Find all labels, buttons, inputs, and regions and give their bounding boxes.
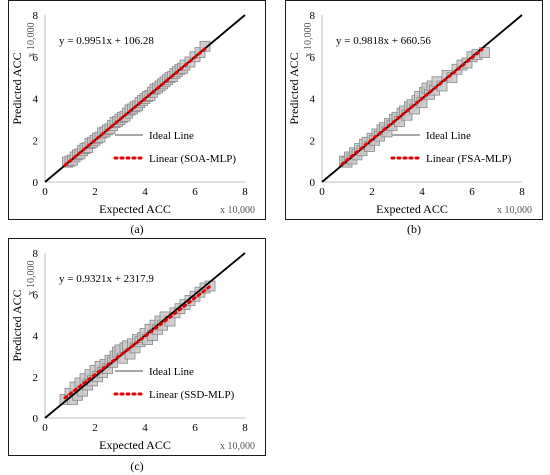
panel-c: 0 2 4 6 8 0 2 4 6 8 Expected ACC x 10,000 Predicted … — [8, 238, 266, 475]
x-tick-label: 8 — [519, 186, 525, 198]
x-tick-label: 4 — [142, 186, 148, 198]
data-point — [199, 40, 211, 52]
x-tick-label: 8 — [242, 422, 248, 434]
legend-ideal-label: Ideal Line — [149, 366, 194, 378]
y-tick-label: 4 — [310, 94, 316, 106]
y-tick-label: 4 — [33, 331, 39, 343]
y-tick-label: 0 — [33, 177, 39, 189]
x-tick-label: 4 — [419, 186, 425, 198]
x-tick-label: 8 — [242, 186, 248, 198]
x-tick-label: 6 — [469, 186, 475, 198]
y-multiplier-label: x 10,000 — [303, 23, 314, 58]
y-tick-label: 8 — [310, 10, 316, 22]
x-tick-label: 6 — [192, 186, 198, 198]
y-tick-label: 4 — [33, 94, 39, 106]
caption-a: (a) — [130, 222, 144, 236]
y-tick-label: 0 — [33, 413, 39, 425]
caption-c: (c) — [130, 459, 144, 473]
y-axis-label: Predicted ACC — [10, 289, 24, 361]
x-tick-label: 6 — [192, 422, 198, 434]
x-tick-label: 0 — [319, 186, 325, 198]
equation-label: y = 0.9951x + 106.28 — [59, 35, 154, 47]
x-axis-label: Expected ACC — [99, 438, 171, 452]
x-axis-label: Expected ACC — [376, 202, 448, 216]
x-multiplier-label: x 10,000 — [497, 205, 532, 216]
y-tick-label: 6 — [310, 52, 316, 64]
legend-ideal-label: Ideal Line — [426, 130, 471, 142]
legend-fit-label: Linear (SSD-MLP) — [149, 389, 235, 401]
y-tick-label: 0 — [310, 177, 316, 189]
fit-line — [63, 47, 207, 167]
fit-line — [63, 284, 212, 400]
x-multiplier-label: x 10,000 — [220, 205, 255, 216]
y-tick-label: 6 — [33, 289, 39, 301]
equation-label: y = 0.9321x + 2317.9 — [59, 273, 154, 285]
x-tick-label: 2 — [369, 186, 375, 198]
caption-b: (b) — [407, 222, 421, 236]
y-tick-label: 8 — [33, 248, 39, 260]
y-tick-label: 2 — [33, 135, 39, 147]
y-multiplier-label: x 10,000 — [26, 261, 37, 296]
x-tick-label: 2 — [92, 186, 98, 198]
y-tick-label: 6 — [33, 52, 39, 64]
legend-fit-label: Linear (SOA-MLP) — [149, 153, 236, 165]
y-tick-label: 2 — [33, 372, 39, 384]
panel-a: 0 2 4 6 8 0 2 4 6 8 Expected ACC x 10,000 Predicted … — [8, 0, 266, 236]
y-multiplier-label: x 10,000 — [26, 23, 37, 58]
x-multiplier-label: x 10,000 — [220, 441, 255, 452]
legend-ideal-label: Ideal Line — [149, 130, 194, 142]
x-tick-label: 2 — [92, 422, 98, 434]
x-axis-label: Expected ACC — [99, 202, 171, 216]
panel-b: 0 2 4 6 8 0 2 4 6 8 Expected ACC x 10,000 Predicted … — [285, 0, 543, 236]
x-tick-label: 0 — [42, 422, 48, 434]
y-tick-label: 2 — [310, 135, 316, 147]
fit-line — [340, 47, 484, 166]
y-axis-label: Predicted ACC — [10, 52, 24, 124]
x-tick-label: 0 — [42, 186, 48, 198]
y-tick-label: 8 — [33, 10, 39, 22]
y-axis-label: Predicted ACC — [287, 52, 301, 124]
legend-fit-label: Linear (FSA-MLP) — [426, 153, 512, 165]
x-tick-label: 4 — [142, 422, 148, 434]
equation-label: y = 0.9818x + 660.56 — [336, 35, 431, 47]
